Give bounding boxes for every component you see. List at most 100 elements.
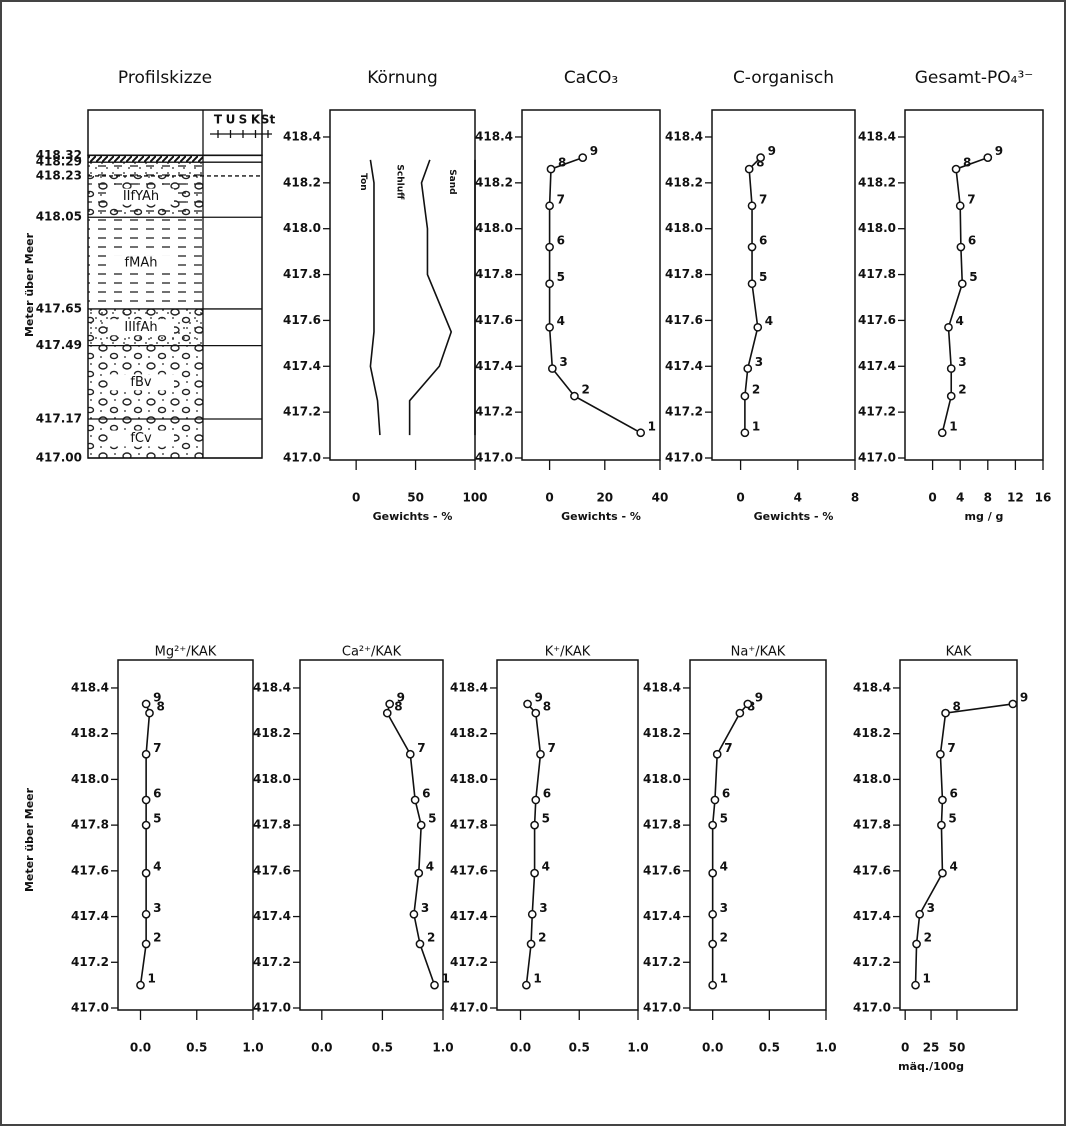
sample-point: [523, 699, 532, 709]
x-tick-label: 8: [984, 491, 992, 505]
texture-class: T: [214, 113, 223, 127]
x-axis-label: Gewichts - %: [561, 510, 641, 523]
sample-label: 7: [153, 741, 161, 755]
sample-point: [382, 708, 392, 718]
plot-box: [117, 659, 254, 1011]
sample-point: [141, 868, 151, 878]
boundary-label: 417.00: [36, 451, 82, 465]
sample-label: 3: [958, 355, 966, 369]
y-tick-label: 418.4: [71, 680, 109, 694]
y-tick-label: 418.2: [71, 726, 109, 740]
sample-point: [708, 820, 718, 830]
sample-point: [912, 939, 921, 949]
x-tick-label: 0.5: [186, 1041, 207, 1055]
panel-title: Gesamt-PO₄³⁻: [915, 68, 1034, 88]
sample-point: [526, 939, 536, 949]
sample-label: 7: [967, 192, 975, 206]
y-tick-label: 417.8: [283, 267, 321, 281]
x-tick-label: 0: [736, 491, 744, 505]
x-tick-label: 0: [901, 1041, 909, 1055]
sample-point: [708, 980, 718, 990]
sample-point: [946, 391, 956, 401]
sample-point: [743, 364, 753, 373]
y-tick-label: 417.0: [643, 1001, 681, 1015]
sample-point: [740, 391, 750, 401]
y-tick-label: 417.8: [475, 267, 513, 281]
sample-point: [141, 820, 151, 830]
y-tick-label: 417.4: [253, 909, 291, 923]
sample-label: 9: [755, 690, 763, 704]
x-tick-label: 0.5: [569, 1041, 590, 1055]
sample-label: 6: [722, 786, 730, 800]
y-tick-label: 417.0: [283, 451, 321, 465]
y-tick-label: 417.8: [643, 818, 681, 832]
y-tick-label: 418.4: [475, 129, 513, 143]
sample-point: [530, 868, 539, 878]
sample-label: 1: [533, 972, 541, 986]
sample-label: 1: [148, 972, 156, 986]
x-tick-label: 0.0: [510, 1041, 531, 1055]
sample-label: 4: [765, 314, 773, 328]
y-tick-label: 417.0: [665, 451, 703, 465]
sample-label: 5: [428, 812, 436, 826]
x-tick-label: 0: [545, 491, 553, 505]
sample-point: [405, 749, 415, 759]
sample-label: 6: [949, 786, 957, 800]
horizon-label-bg: [108, 188, 174, 205]
sample-label: 7: [547, 741, 555, 755]
sample-label: 8: [543, 700, 551, 714]
y-tick-label: 418.2: [450, 726, 488, 740]
y-tick-label: 417.0: [475, 451, 513, 465]
sample-point: [744, 164, 754, 174]
sample-point: [385, 699, 395, 709]
y-tick-label: 418.4: [858, 129, 896, 143]
sample-point: [522, 980, 531, 990]
sample-label: 2: [427, 930, 435, 944]
sample-point: [946, 364, 956, 373]
y-tick-label: 417.6: [665, 313, 703, 327]
plot-box: [689, 659, 827, 1011]
x-tick-label: 0.0: [130, 1041, 151, 1055]
sample-label: 7: [947, 741, 955, 755]
y-axis-label: Meter über Meer: [23, 232, 36, 337]
x-axis-label: Gewichts - %: [754, 510, 834, 523]
sample-point: [936, 749, 945, 759]
y-tick-label: 418.0: [475, 221, 513, 235]
sample-point: [747, 242, 757, 252]
sample-label: 1: [923, 972, 931, 986]
plot-box: [299, 659, 444, 1011]
sample-point: [944, 322, 953, 332]
x-tick-label: 50: [949, 1041, 966, 1055]
boundary-label: 417.17: [36, 412, 82, 426]
boundary-label: 417.49: [36, 338, 82, 352]
layer-fill: [88, 162, 203, 176]
y-tick-label: 418.0: [643, 772, 681, 786]
sample-point: [531, 795, 541, 805]
sample-point: [545, 242, 554, 252]
y-tick-label: 417.2: [450, 955, 488, 969]
sample-point: [710, 795, 720, 805]
y-tick-label: 417.0: [450, 1001, 488, 1015]
x-tick-label: 0: [352, 491, 360, 505]
y-tick-label: 418.2: [858, 175, 896, 189]
sample-point: [957, 279, 967, 289]
x-axis-label: Gewichts - %: [373, 510, 453, 523]
y-tick-label: 418.2: [475, 175, 513, 189]
boundary-label: 418.23: [36, 168, 82, 182]
sample-label: 2: [153, 930, 161, 944]
y-tick-label: 417.0: [853, 1001, 891, 1015]
fraction-label: Ton: [358, 173, 368, 191]
sample-label: 4: [426, 860, 434, 874]
sample-label: 3: [153, 901, 161, 915]
sample-label: 8: [558, 156, 566, 170]
sample-label: 8: [953, 700, 961, 714]
y-tick-label: 417.2: [853, 955, 891, 969]
sample-label: 7: [417, 741, 425, 755]
y-tick-label: 418.4: [665, 129, 703, 143]
sample-label: 2: [752, 383, 760, 397]
y-tick-label: 417.2: [858, 405, 896, 419]
sample-label: 8: [756, 156, 764, 170]
sample-point: [545, 201, 554, 211]
sample-label: 6: [422, 786, 430, 800]
sample-label: 2: [924, 930, 932, 944]
